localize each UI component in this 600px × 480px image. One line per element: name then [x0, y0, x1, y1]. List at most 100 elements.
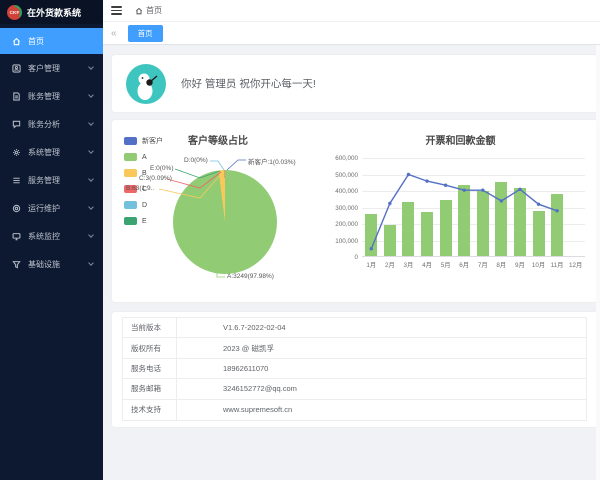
chevron-down-icon — [88, 204, 94, 210]
bar[interactable] — [383, 225, 396, 256]
y-tick-label: 0 — [354, 254, 358, 261]
line-point[interactable] — [499, 199, 504, 203]
pie-chart-panel: 客户等级占比 新客户 A B C D E D:0(0%) 新客户:1(0.03%) E:0… — [112, 120, 324, 302]
greeting-card: 你好 管理员 祝你开心每一天! — [112, 55, 597, 112]
x-tick-label: 1月 — [366, 262, 377, 269]
bar[interactable] — [421, 212, 434, 256]
monitor-icon — [11, 231, 21, 241]
legend-item[interactable]: C — [124, 181, 163, 197]
scrollbar[interactable] — [596, 45, 600, 480]
funnel-icon — [11, 259, 21, 269]
line-point[interactable] — [555, 209, 559, 213]
line-point[interactable] — [481, 188, 485, 192]
sidebar-item-system-monitor[interactable]: 系统监控 — [0, 222, 103, 250]
breadcrumb[interactable]: 首页 — [135, 5, 162, 16]
gridline — [362, 240, 585, 242]
sidebar-menu: 首页 客户管理 账务管理 账务分析 系统管理 — [0, 28, 103, 278]
bar[interactable] — [532, 211, 545, 256]
gridline — [362, 174, 585, 176]
x-tick-label: 11月 — [550, 262, 564, 269]
chat-icon — [11, 119, 21, 129]
sidebar-item-home[interactable]: 首页 — [0, 28, 103, 54]
bar-chart-plot[interactable] — [362, 158, 585, 257]
pie-legend: 新客户 A B C D E — [124, 133, 163, 229]
top-header: 首页 — [103, 0, 600, 22]
x-tick-label: 2月 — [384, 262, 395, 269]
x-tick-label: 10月 — [531, 262, 546, 269]
table-row: 技术支持 www.supremesoft.cn — [123, 399, 586, 420]
line-series — [369, 172, 559, 251]
line-point[interactable] — [406, 172, 411, 177]
bar[interactable] — [495, 181, 508, 256]
legend-item[interactable]: 新客户 — [124, 133, 163, 149]
sidebar-item-service-mgmt[interactable]: 服务管理 — [0, 166, 103, 194]
legend-item[interactable]: B — [124, 165, 163, 181]
gear-icon — [11, 147, 21, 157]
x-tick-label: 3月 — [403, 262, 414, 269]
main-content: 你好 管理员 祝你开心每一天! 客户等级占比 新客户 A B C D E D:0(0%) … — [103, 45, 600, 480]
line-point[interactable] — [536, 202, 541, 206]
pie-label-new: 新客户:1(0.03%) — [248, 159, 296, 166]
line-point[interactable] — [462, 188, 466, 192]
legend-swatch — [124, 201, 137, 209]
pie-chart[interactable] — [173, 170, 277, 274]
pie-label-d: D:0(0%) — [184, 157, 208, 164]
y-tick-label: 500,000 — [335, 171, 358, 179]
pie-chart-title: 客户等级占比 — [188, 136, 248, 147]
pie-label-e: E:0(0%) — [150, 165, 174, 172]
sidebar-item-account-analysis[interactable]: 账务分析 — [0, 110, 103, 138]
greeting-text: 你好 管理员 祝你开心每一天! — [181, 78, 316, 90]
logo-icon: CKF — [7, 4, 22, 20]
line-point[interactable] — [388, 201, 392, 206]
bar[interactable] — [439, 199, 452, 256]
bar[interactable] — [458, 185, 471, 256]
line-point[interactable] — [369, 247, 373, 251]
pie-label-b: B:63(1.9.. — [126, 185, 155, 192]
collapse-tabs-icon[interactable]: « — [111, 27, 117, 39]
legend-label: A — [142, 153, 147, 161]
x-tick-label: 5月 — [440, 262, 451, 269]
table-row: 当前版本 V1.6.7-2022-02-04 — [123, 318, 586, 339]
gridline — [362, 224, 585, 225]
bar[interactable] — [365, 213, 378, 256]
app-title: 在外货款系统 — [27, 7, 82, 18]
line-point[interactable] — [425, 179, 429, 183]
legend-label: C — [142, 185, 148, 193]
hamburger-menu-icon[interactable] — [111, 6, 122, 15]
x-tick-label: 8月 — [496, 262, 507, 269]
bar-chart-title: 开票和回款金额 — [425, 136, 496, 147]
line-point[interactable] — [443, 183, 448, 187]
legend-swatch — [124, 185, 137, 193]
x-tick-label: 12月 — [568, 262, 583, 269]
chevron-down-icon — [88, 120, 94, 126]
home-icon — [11, 36, 21, 46]
tab-home[interactable]: 首页 — [127, 24, 163, 42]
sidebar-item-system-mgmt[interactable]: 系统管理 — [0, 138, 103, 166]
bar[interactable] — [513, 188, 526, 256]
sidebar-item-operations[interactable]: 运行维护 — [0, 194, 103, 222]
tab-bar: « 首页 — [103, 22, 600, 45]
x-tick-label: 7月 — [477, 262, 488, 269]
legend-label: B — [142, 169, 147, 177]
sidebar-item-customer-mgmt[interactable]: 客户管理 — [0, 54, 103, 82]
bar[interactable] — [402, 202, 415, 256]
ring-icon — [11, 203, 21, 213]
legend-swatch — [124, 217, 137, 225]
sidebar-item-account-mgmt[interactable]: 账务管理 — [0, 82, 103, 110]
document-icon — [11, 91, 21, 101]
legend-item[interactable]: A — [124, 149, 163, 165]
y-tick-label: 400,000 — [335, 188, 358, 195]
sidebar-item-infrastructure[interactable]: 基础设施 — [0, 250, 103, 278]
mascot-icon — [137, 73, 158, 100]
line-point[interactable] — [518, 187, 522, 192]
table-row: 版权所有 2023 @ 磁凯孚 — [123, 338, 586, 359]
bar[interactable] — [476, 190, 489, 256]
chevron-down-icon — [88, 176, 94, 182]
home-icon — [135, 7, 143, 14]
legend-item[interactable]: D — [124, 197, 163, 213]
legend-item[interactable]: E — [124, 213, 163, 229]
user-icon — [11, 63, 21, 73]
pie-label-a: A:3249(97.98%) — [227, 273, 274, 280]
legend-label: D — [142, 201, 148, 209]
